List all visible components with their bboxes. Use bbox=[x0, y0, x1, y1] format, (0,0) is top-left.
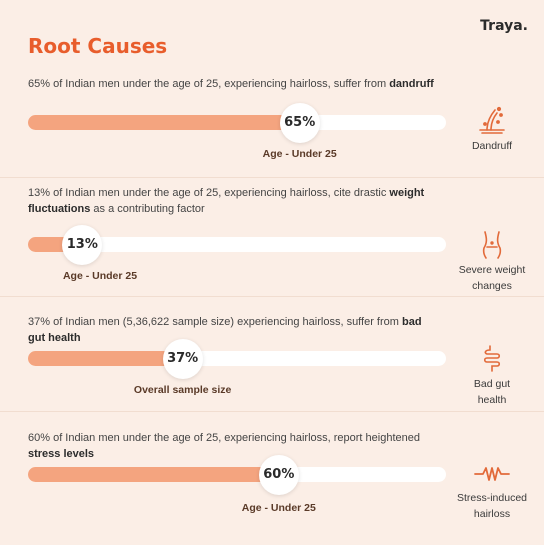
dandruff-icon bbox=[440, 104, 544, 136]
percentage-value: 13% bbox=[62, 224, 103, 265]
percentage-value: 37% bbox=[162, 338, 203, 379]
section-description: 65% of Indian men under the age of 25, e… bbox=[28, 78, 434, 90]
sample-label: Overall sample size bbox=[133, 384, 232, 396]
gut-icon bbox=[440, 344, 544, 374]
root-cause-weight: 13% of Indian men under the age of 25, e… bbox=[0, 177, 544, 293]
root-cause-stress: 60% of Indian men under the age of 25, e… bbox=[0, 411, 544, 545]
root-cause-gut: 37% of Indian men (5,36,622 sample size)… bbox=[0, 296, 544, 412]
section-description: 37% of Indian men (5,36,622 sample size)… bbox=[28, 316, 422, 344]
percentage-bar: 65% bbox=[28, 102, 446, 143]
section-description: 13% of Indian men under the age of 25, e… bbox=[28, 187, 425, 215]
sample-label: Age - Under 25 bbox=[62, 270, 138, 282]
waist-icon bbox=[440, 230, 544, 260]
percentage-bar: 37% bbox=[28, 338, 446, 379]
brand-logo: Traya. bbox=[480, 18, 528, 34]
cause-label: Stress-induced hairloss bbox=[456, 492, 528, 520]
percentage-value: 60% bbox=[258, 454, 299, 495]
percentage-bar: 60% bbox=[28, 454, 446, 495]
root-cause-dandruff: 65% of Indian men under the age of 25, e… bbox=[0, 76, 544, 191]
page-title: Root Causes bbox=[28, 34, 168, 58]
stress-wave-icon bbox=[440, 464, 544, 484]
percentage-bar: 13% bbox=[28, 224, 446, 265]
sample-label: Age - Under 25 bbox=[241, 502, 316, 514]
cause-badge: Severe weight changes bbox=[440, 230, 544, 294]
cause-badge: Bad gut health bbox=[440, 344, 544, 408]
cause-label: Dandruff bbox=[471, 140, 513, 152]
cause-label: Bad gut health bbox=[473, 378, 511, 406]
sample-label: Age - Under 25 bbox=[262, 148, 337, 160]
percentage-bar-fill bbox=[28, 115, 310, 130]
cause-label: Severe weight changes bbox=[458, 264, 526, 292]
percentage-value: 65% bbox=[279, 102, 320, 143]
cause-badge: Dandruff bbox=[440, 104, 544, 154]
cause-badge: Stress-induced hairloss bbox=[440, 464, 544, 522]
percentage-bar-fill bbox=[28, 467, 289, 482]
percentage-bar-fill bbox=[28, 351, 193, 366]
section-description: 60% of Indian men under the age of 25, e… bbox=[28, 432, 420, 460]
